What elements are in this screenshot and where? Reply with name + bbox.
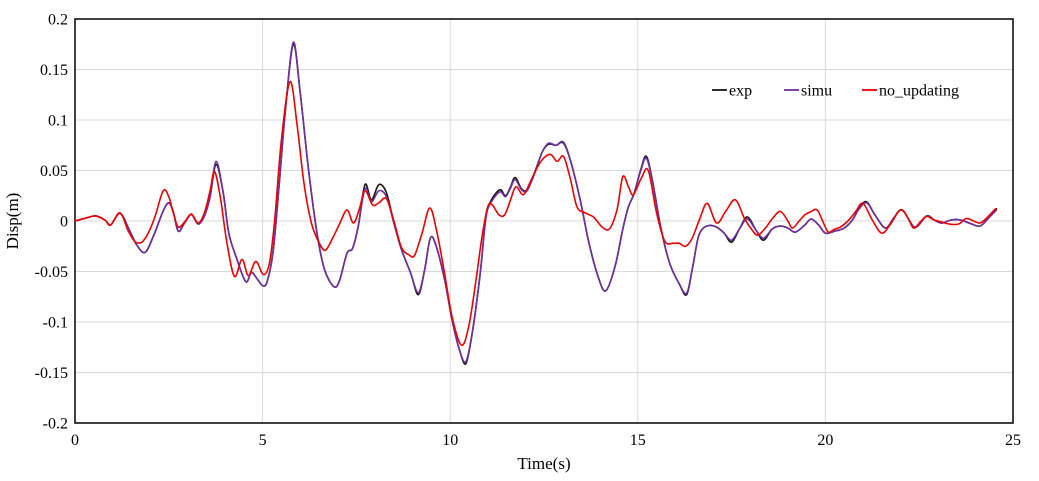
x-tick-label: 0	[71, 432, 79, 449]
y-tick-label: -0.05	[35, 264, 68, 281]
y-tick-label: 0.1	[48, 113, 68, 130]
y-tick-label: 0	[60, 214, 68, 231]
x-tick-label: 20	[817, 432, 833, 449]
legend-label-no_updating: no_updating	[879, 83, 959, 100]
x-axis-title: Time(s)	[517, 454, 570, 473]
legend-label-simu: simu	[801, 83, 832, 100]
x-tick-label: 10	[442, 432, 458, 449]
series-line-exp	[74, 43, 998, 365]
legend-label-exp: exp	[729, 83, 752, 100]
x-tick-label: 25	[1005, 432, 1021, 449]
y-tick-label: 0.2	[48, 12, 68, 29]
series-line-simu	[74, 41, 998, 363]
x-tick-label: 15	[630, 432, 646, 449]
y-tick-label: -0.1	[43, 315, 68, 332]
y-tick-label: -0.15	[35, 365, 68, 382]
y-tick-label: 0.05	[40, 163, 68, 180]
series-line-no_updating	[74, 80, 997, 347]
y-tick-label: 0.15	[40, 62, 68, 79]
y-axis-title: Disp(m)	[3, 193, 22, 250]
y-tick-label: -0.2	[43, 416, 68, 433]
x-tick-label: 5	[259, 432, 267, 449]
